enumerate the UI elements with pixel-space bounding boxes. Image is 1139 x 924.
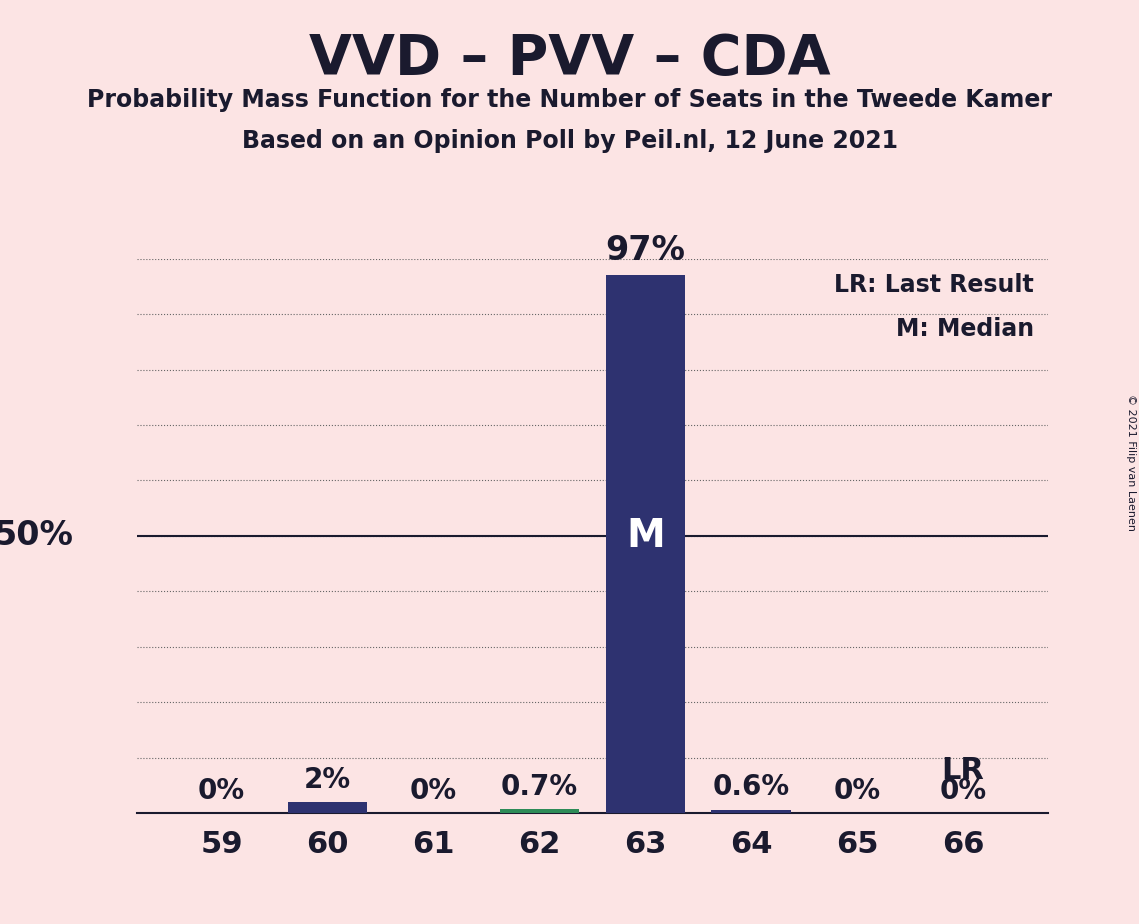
- Bar: [606, 275, 685, 813]
- Bar: [712, 809, 790, 813]
- Text: LR: Last Result: LR: Last Result: [835, 273, 1034, 297]
- Text: 50%: 50%: [0, 519, 73, 553]
- Text: M: Median: M: Median: [896, 317, 1034, 341]
- Text: 0%: 0%: [410, 777, 457, 805]
- Text: 0%: 0%: [834, 777, 880, 805]
- Text: 0.6%: 0.6%: [713, 773, 789, 801]
- Text: LR: LR: [942, 757, 984, 785]
- Text: 97%: 97%: [605, 234, 686, 267]
- Text: 0%: 0%: [198, 777, 245, 805]
- Text: 0.7%: 0.7%: [501, 772, 577, 801]
- Text: VVD – PVV – CDA: VVD – PVV – CDA: [309, 32, 830, 86]
- Bar: [500, 809, 579, 813]
- Bar: [288, 802, 367, 813]
- Text: 0%: 0%: [940, 777, 986, 805]
- Text: 2%: 2%: [304, 766, 351, 794]
- Text: © 2021 Filip van Laenen: © 2021 Filip van Laenen: [1126, 394, 1136, 530]
- Text: Based on an Opinion Poll by Peil.nl, 12 June 2021: Based on an Opinion Poll by Peil.nl, 12 …: [241, 129, 898, 153]
- Text: Probability Mass Function for the Number of Seats in the Tweede Kamer: Probability Mass Function for the Number…: [87, 88, 1052, 112]
- Text: M: M: [626, 517, 665, 555]
